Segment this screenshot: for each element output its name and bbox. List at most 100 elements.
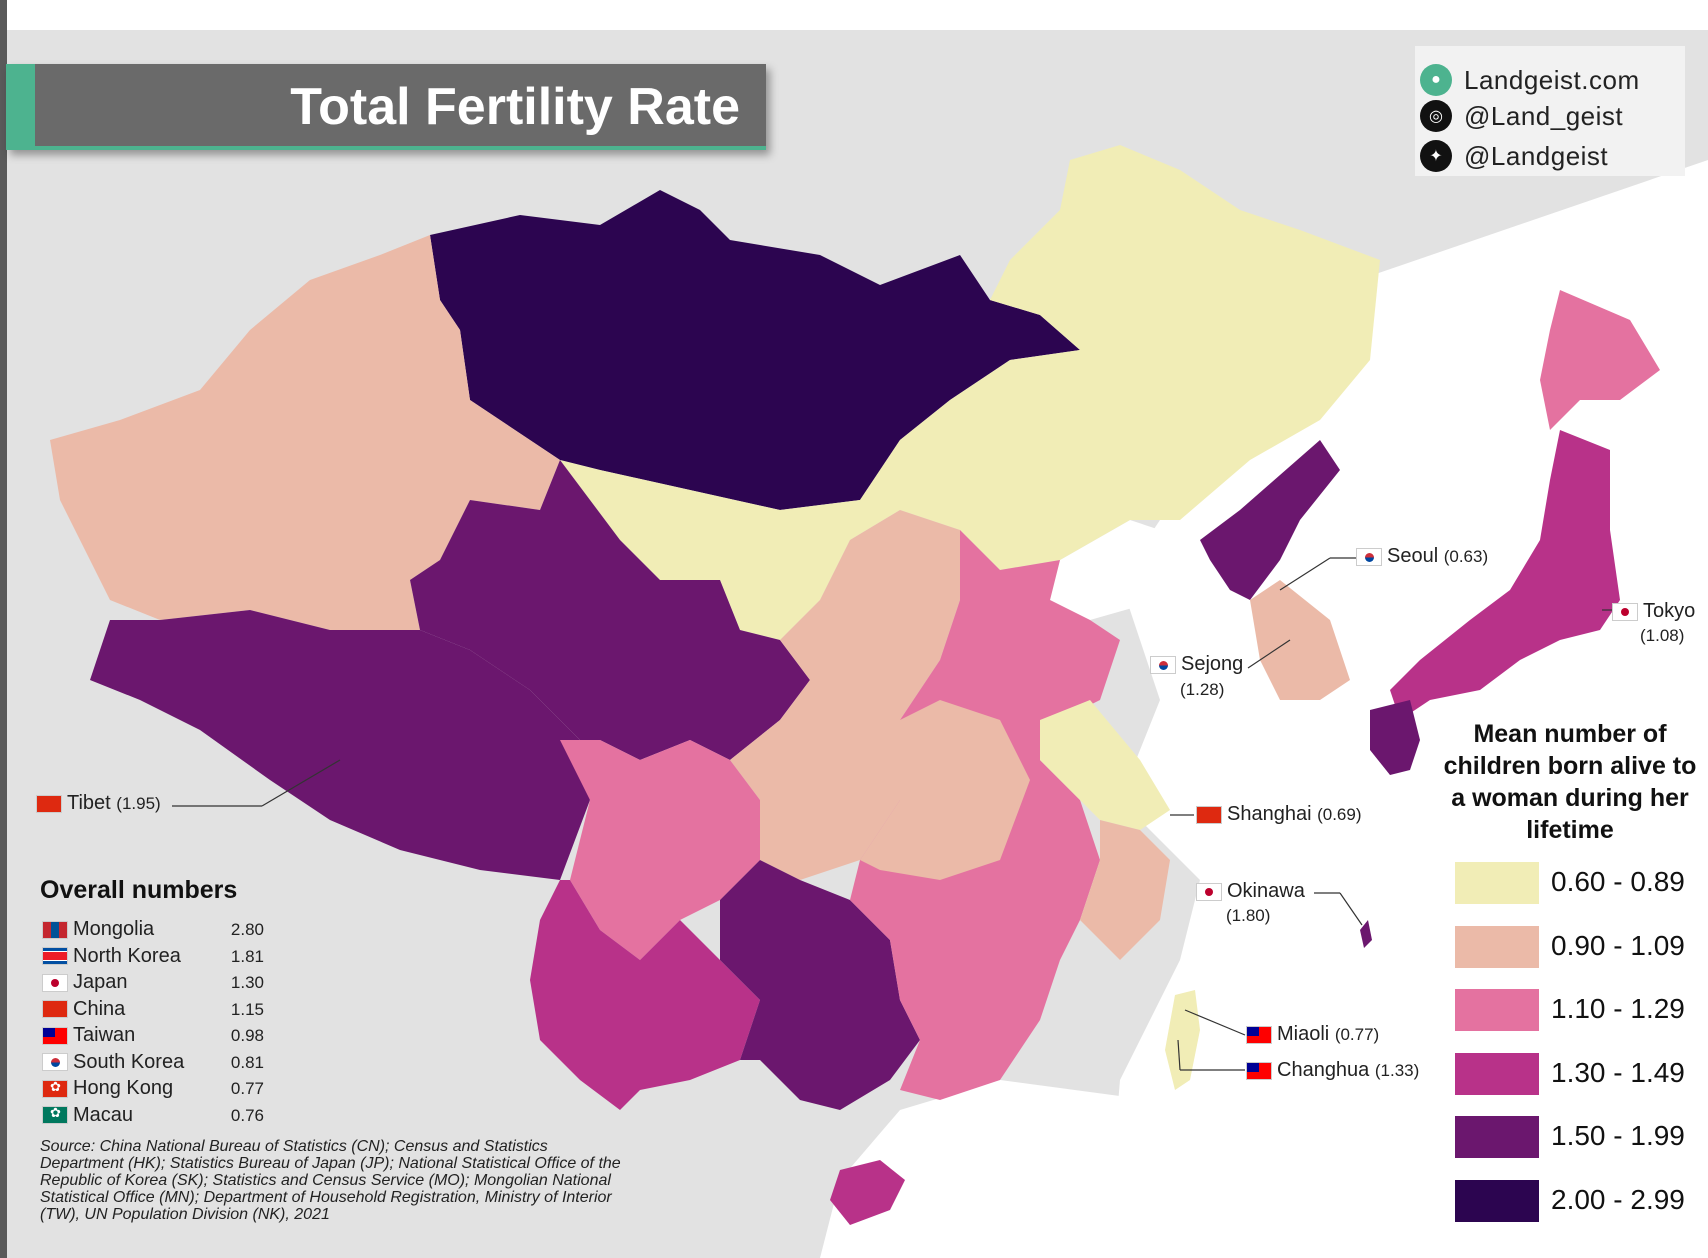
overall-row-value: 0.77 bbox=[230, 1079, 264, 1098]
legend-item: 0.90 - 1.09 bbox=[1455, 925, 1695, 970]
overall-row-label: South Korea bbox=[73, 1050, 185, 1073]
legend-item: 1.10 - 1.29 bbox=[1455, 989, 1695, 1033]
social-instagram[interactable]: ◎ @Land_geist bbox=[1420, 98, 1623, 134]
legend-label: 1.10 - 1.29 bbox=[1551, 993, 1685, 1024]
globe-icon: ● bbox=[1420, 64, 1452, 96]
twitter-icon: ✦ bbox=[1420, 140, 1452, 172]
left-border bbox=[0, 0, 7, 1258]
leader-line-tibet bbox=[261, 759, 341, 807]
legend-swatch bbox=[1455, 862, 1539, 904]
callout-miaoli: Miaoli (0.77) bbox=[1246, 1023, 1379, 1046]
taiwan-flag-icon bbox=[1246, 1025, 1272, 1044]
region-north-korea bbox=[1200, 440, 1340, 600]
legend-item: 2.00 - 2.99 bbox=[1455, 1179, 1695, 1224]
region-guangxi bbox=[720, 860, 920, 1110]
callout-tibet-name: Tibet bbox=[67, 792, 111, 814]
legend-label: 2.00 - 2.99 bbox=[1551, 1183, 1685, 1215]
overall-row-name: Japan bbox=[42, 971, 128, 994]
overall-row-value: 1.15 bbox=[230, 999, 264, 1019]
overall-row-value: 0.81 bbox=[230, 1052, 264, 1072]
region-hokkaido bbox=[1540, 290, 1660, 430]
social-panel bbox=[1415, 46, 1685, 176]
callout-sejong-value-box: (1.28) bbox=[1180, 678, 1224, 701]
legend-label: 0.60 - 0.89 bbox=[1551, 866, 1685, 897]
overall-row-label: Japan bbox=[73, 971, 128, 993]
overall-row-value: 0.98 bbox=[230, 1026, 264, 1045]
legend-label: 1.30 - 1.49 bbox=[1551, 1056, 1685, 1088]
overall-row: Macau 0.76 bbox=[42, 1104, 264, 1130]
callout-changhua: Changhua (1.33) bbox=[1246, 1059, 1419, 1082]
region-xinjiang bbox=[50, 235, 560, 630]
callout-miaoli-name: Miaoli bbox=[1277, 1023, 1330, 1045]
callout-shanghai-value: (0.69) bbox=[1317, 805, 1362, 824]
overall-row-name: Taiwan bbox=[42, 1024, 135, 1047]
overall-row: North Korea 1.81 bbox=[42, 945, 264, 971]
overall-row-label: Hong Kong bbox=[73, 1077, 174, 1099]
region-hainan bbox=[830, 1160, 905, 1225]
overall-row: South Korea 0.81 bbox=[42, 1051, 264, 1077]
south-korea-flag-icon bbox=[1150, 655, 1176, 674]
china-flag-icon bbox=[1196, 805, 1222, 824]
leader-line-seoul bbox=[1279, 557, 1331, 591]
leader-line-sejong bbox=[1247, 639, 1291, 669]
legend-swatch bbox=[1455, 925, 1539, 968]
region-fujian bbox=[1080, 820, 1170, 960]
callout-okinawa-name: Okinawa bbox=[1227, 880, 1305, 902]
title-accent bbox=[6, 64, 35, 146]
twitter-text: @Landgeist bbox=[1464, 140, 1609, 171]
overall-row-label: Taiwan bbox=[73, 1024, 136, 1046]
callout-tokyo-value-box: (1.08) bbox=[1640, 624, 1684, 647]
region-honshu bbox=[1390, 430, 1620, 720]
region-south-korea bbox=[1250, 580, 1350, 700]
title-stripe bbox=[6, 146, 766, 150]
overall-row: Japan 1.30 bbox=[42, 971, 264, 997]
legend-swatch bbox=[1455, 1116, 1539, 1158]
region-tibet bbox=[90, 610, 590, 880]
overall-row: Taiwan 0.98 bbox=[42, 1024, 264, 1050]
tw-flag-icon bbox=[42, 1026, 68, 1045]
overall-row-value: 1.81 bbox=[230, 946, 264, 966]
hk-flag-icon bbox=[42, 1079, 68, 1098]
overall-row-name: North Korea bbox=[42, 945, 181, 968]
mo-flag-icon bbox=[42, 1105, 68, 1125]
mn-flag-icon bbox=[42, 920, 68, 939]
overall-row-value: 2.80 bbox=[230, 920, 264, 939]
overall-row-label: Macau bbox=[73, 1103, 134, 1126]
overall-row-label: North Korea bbox=[73, 944, 181, 967]
callout-seoul-value: (0.63) bbox=[1443, 547, 1489, 566]
callout-shanghai: Shanghai (0.69) bbox=[1196, 803, 1362, 826]
legend-label: 1.50 - 1.99 bbox=[1551, 1120, 1685, 1151]
callout-seoul: Seoul (0.63) bbox=[1356, 545, 1488, 568]
region-yunnan bbox=[530, 880, 760, 1110]
instagram-text: @Land_geist bbox=[1464, 100, 1624, 131]
region-taiwan bbox=[1165, 990, 1200, 1090]
sea-bohai bbox=[1050, 520, 1190, 620]
social-twitter[interactable]: ✦ @Landgeist bbox=[1420, 138, 1608, 174]
source-note: Source: China National Bureau of Statist… bbox=[40, 1138, 621, 1223]
overall-row-name: South Korea bbox=[42, 1051, 184, 1074]
overall-row: China 1.15 bbox=[42, 998, 264, 1024]
leader-line-miaoli bbox=[1184, 1009, 1246, 1036]
social-website[interactable]: ● Landgeist.com bbox=[1420, 62, 1640, 98]
taiwan-flag-icon bbox=[1246, 1061, 1272, 1080]
jp-flag-icon bbox=[42, 973, 68, 992]
sea-south bbox=[820, 1080, 1180, 1258]
legend-item: 0.60 - 0.89 bbox=[1455, 862, 1695, 906]
callout-sejong: Sejong bbox=[1150, 653, 1243, 676]
legend-item: 1.30 - 1.49 bbox=[1455, 1052, 1695, 1097]
callout-tibet-value: (1.95) bbox=[116, 794, 161, 813]
callout-sejong-name: Sejong bbox=[1181, 653, 1244, 675]
nk-flag-icon bbox=[42, 947, 68, 966]
legend-swatch bbox=[1455, 1052, 1539, 1095]
title-box bbox=[6, 64, 766, 150]
callout-sejong-value: (1.28) bbox=[1180, 680, 1225, 699]
instagram-icon: ◎ bbox=[1420, 100, 1452, 132]
callout-tibet: Tibet (1.95) bbox=[36, 792, 161, 815]
leader-line-okinawa bbox=[1339, 892, 1363, 926]
overall-row: Mongolia 2.80 bbox=[42, 918, 264, 944]
region-hubei bbox=[860, 700, 1030, 880]
south-korea-flag-icon bbox=[1356, 547, 1382, 566]
region-jiangsu bbox=[1040, 700, 1170, 830]
